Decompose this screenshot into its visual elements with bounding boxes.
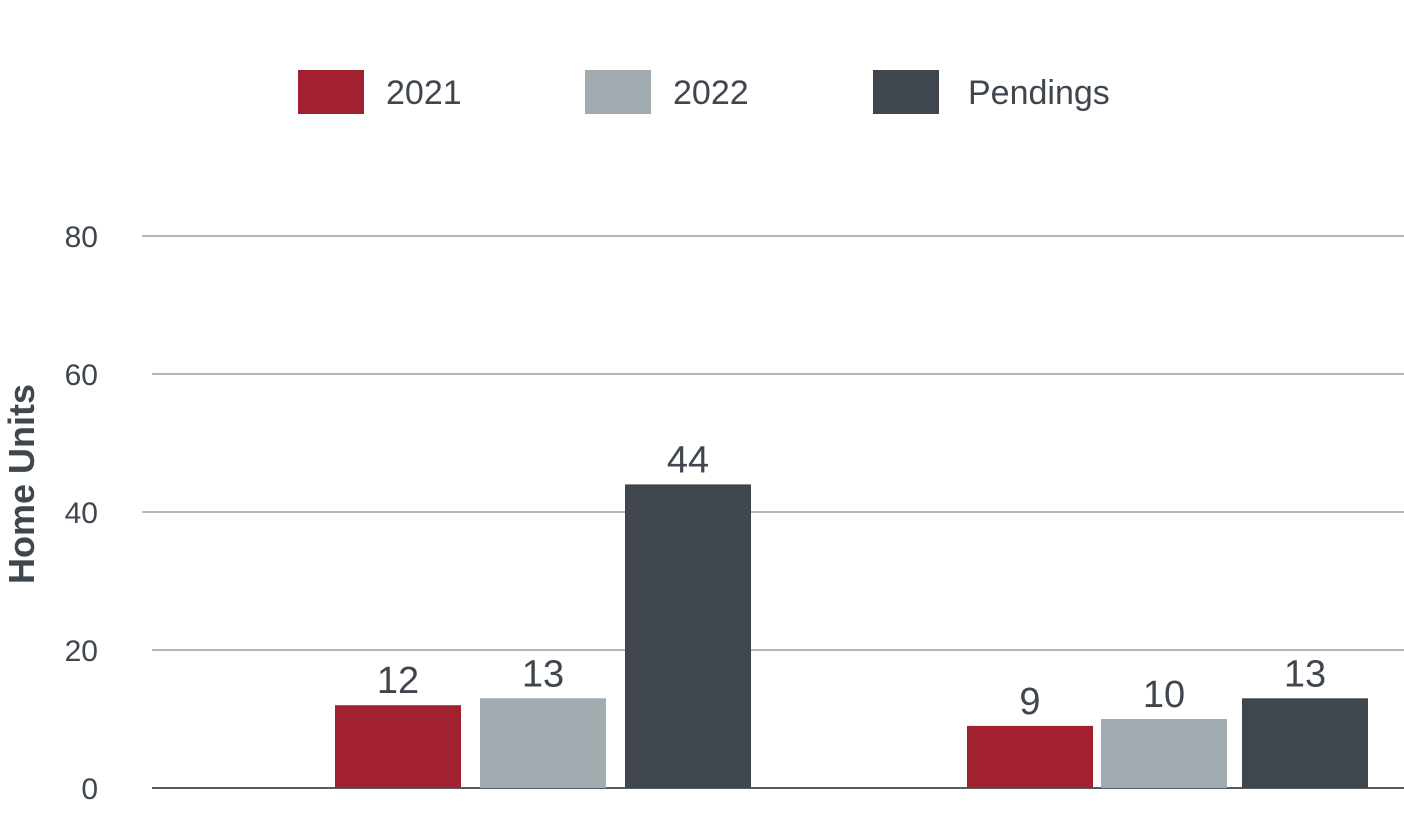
gridlines [142, 235, 1404, 789]
data-labels: 12 9 13 10 44 13 [377, 439, 1326, 723]
data-label: 9 [1019, 681, 1040, 723]
legend-label: 2021 [386, 74, 462, 112]
y-tick-label: 80 [65, 221, 98, 254]
y-axis-ticks: 0 20 40 60 80 [65, 221, 98, 806]
bar [625, 484, 751, 788]
bar [1101, 719, 1227, 788]
y-tick-label: 40 [65, 497, 98, 530]
legend: 2021 2022 Pendings [298, 70, 1110, 114]
bar [335, 705, 461, 788]
bar [967, 725, 1093, 788]
bar [480, 698, 606, 788]
bar [1242, 698, 1368, 788]
legend-swatch [873, 70, 939, 114]
data-label: 13 [1284, 653, 1326, 695]
legend-swatch [585, 70, 651, 114]
data-label: 10 [1143, 674, 1185, 716]
data-label: 13 [522, 653, 564, 695]
bars [335, 484, 1368, 788]
data-label: 12 [377, 660, 419, 702]
legend-swatch [298, 70, 364, 114]
y-tick-label: 0 [81, 773, 98, 806]
y-axis-label: Home Units [1, 384, 42, 584]
y-tick-label: 60 [65, 359, 98, 392]
data-label: 44 [667, 439, 709, 481]
legend-label: Pendings [968, 74, 1110, 112]
legend-label: 2022 [673, 74, 749, 112]
y-tick-label: 20 [65, 635, 98, 668]
